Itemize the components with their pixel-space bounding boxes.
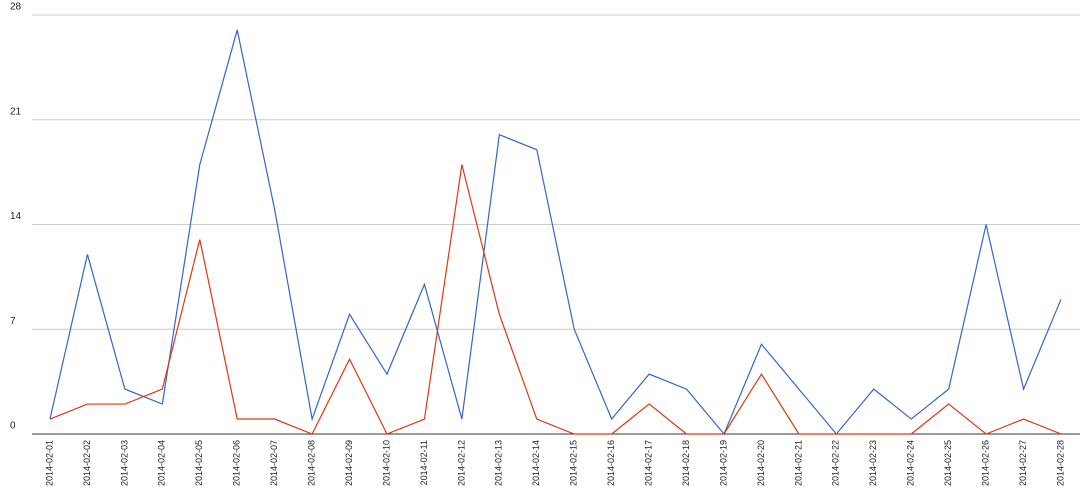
y-tick-label: 0 xyxy=(10,421,16,432)
x-tick-label: 2014-02-11 xyxy=(419,440,429,485)
x-tick-label: 2014-02-12 xyxy=(456,440,466,486)
x-tick-label: 2014-02-16 xyxy=(606,440,616,486)
x-tick-label: 2014-02-03 xyxy=(119,440,129,486)
x-tick-label: 2014-02-01 xyxy=(44,440,54,486)
x-tick-label: 2014-02-14 xyxy=(531,440,541,486)
series-line xyxy=(49,29,1062,436)
y-tick-label: 28 xyxy=(10,2,22,13)
x-tick-label: 2014-02-19 xyxy=(718,440,728,486)
x-tick-label: 2014-02-02 xyxy=(82,440,92,486)
y-tick-label: 14 xyxy=(10,211,22,222)
x-tick-label: 2014-02-07 xyxy=(269,440,279,486)
x-tick-label: 2014-02-18 xyxy=(681,440,691,486)
x-tick-label: 2014-02-15 xyxy=(569,440,579,486)
x-tick-label: 2014-02-13 xyxy=(494,440,504,486)
x-tick-label: 2014-02-25 xyxy=(943,440,953,486)
x-tick-label: 2014-02-09 xyxy=(344,440,354,486)
x-tick-label: 2014-02-05 xyxy=(194,440,204,486)
x-tick-label: 2014-02-20 xyxy=(756,440,766,486)
x-tick-label: 2014-02-24 xyxy=(906,440,916,486)
x-tick-label: 2014-02-04 xyxy=(157,440,167,486)
x-tick-label: 2014-02-28 xyxy=(1055,440,1065,486)
x-tick-label: 2014-02-27 xyxy=(1018,440,1028,486)
y-tick-label: 21 xyxy=(10,106,22,117)
series-line xyxy=(49,164,1062,435)
x-tick-label: 2014-02-23 xyxy=(868,440,878,486)
x-tick-label: 2014-02-26 xyxy=(980,440,990,486)
x-tick-label: 2014-02-17 xyxy=(643,440,653,486)
x-tick-label: 2014-02-06 xyxy=(232,440,242,486)
y-tick-label: 7 xyxy=(10,316,16,327)
x-tick-label: 2014-02-21 xyxy=(793,440,803,486)
x-tick-label: 2014-02-10 xyxy=(381,440,391,486)
x-tick-label: 2014-02-22 xyxy=(831,440,841,486)
x-tick-label: 2014-02-08 xyxy=(306,440,316,486)
